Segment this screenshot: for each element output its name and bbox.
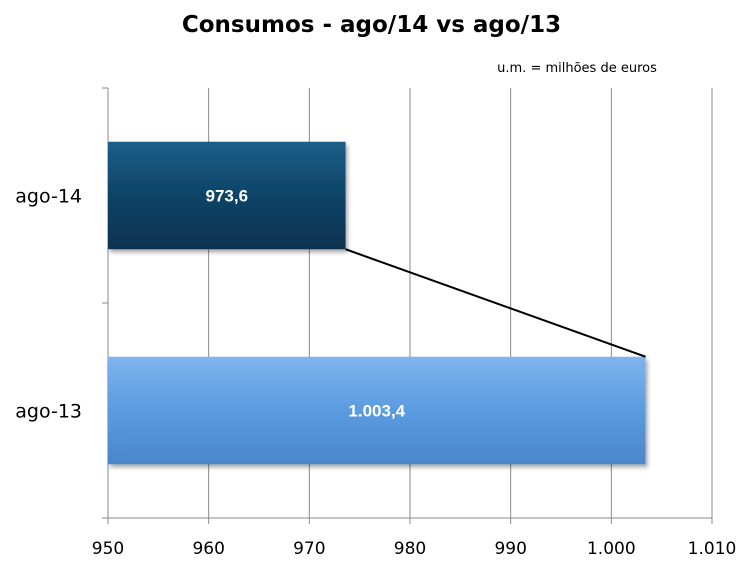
x-tick-label: 970	[293, 539, 325, 559]
bar-ago-13	[108, 356, 646, 465]
labels: 950 960 970 980 990 1.000 1.010 ago-14 973,6 ago-…	[15, 186, 736, 560]
x-tick-label: 950	[92, 539, 124, 559]
units-note: u.m. = milhões de euros	[497, 61, 657, 76]
data-label-ago-13: 1.003,4	[348, 402, 405, 421]
connector-line	[345, 248, 646, 358]
category-label-ago-13: ago-13	[15, 401, 82, 423]
chart-title: Consumos - ago/14 vs ago/13	[181, 12, 562, 38]
category-label-ago-14: ago-14	[15, 186, 82, 208]
data-label-ago-14: 973,6	[206, 187, 249, 206]
bars	[108, 141, 646, 465]
x-tick-label: 1.000	[587, 539, 636, 559]
x-tick-label: 1.010	[688, 539, 737, 559]
x-tick-label: 980	[394, 539, 426, 559]
x-tick-label: 960	[192, 539, 224, 559]
x-tick-label: 990	[494, 539, 526, 559]
bar-ago-14	[108, 141, 346, 250]
